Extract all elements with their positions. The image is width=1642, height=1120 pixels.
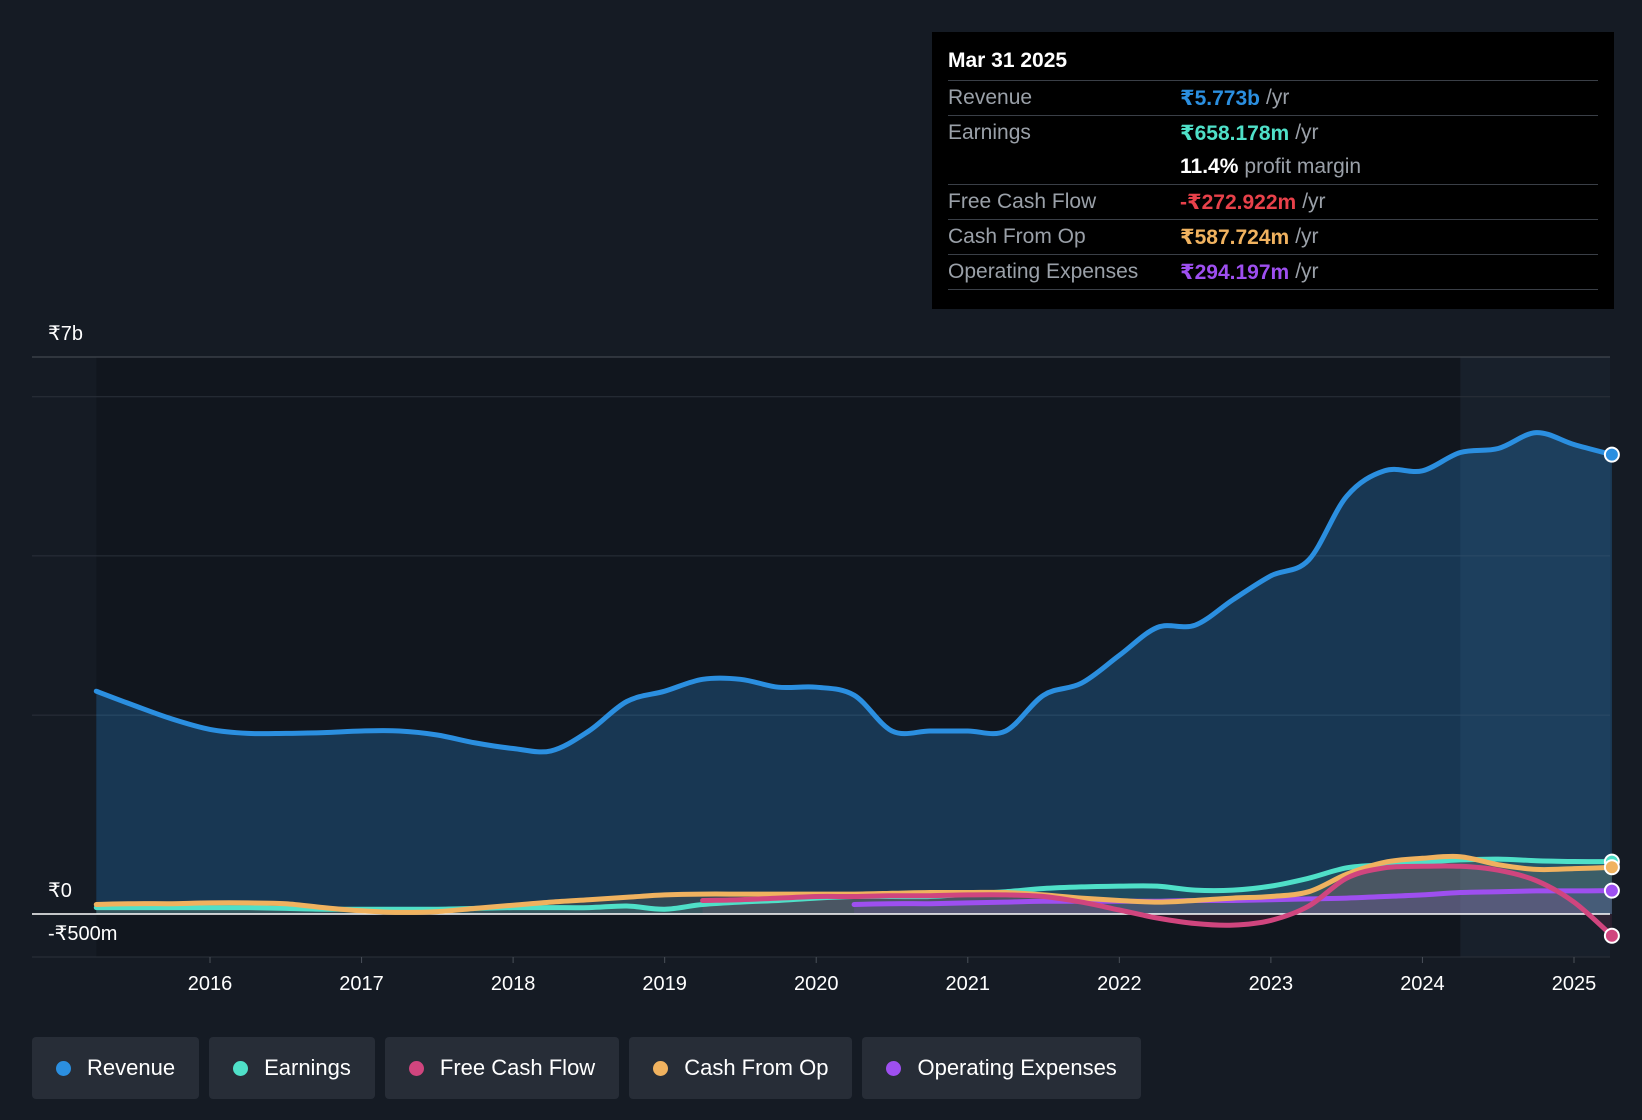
tooltip-row-free-cash-flow: Free Cash Flow -₹272.922m /yr <box>948 185 1598 220</box>
legend-label: Earnings <box>264 1055 351 1080</box>
tooltip-row-earnings: Earnings ₹658.178m /yr <box>948 116 1598 150</box>
x-tick-label: 2016 <box>188 973 233 995</box>
x-tick-label: 2021 <box>946 973 991 995</box>
legend-item-revenue[interactable]: Revenue <box>32 1037 200 1099</box>
revenue-line <box>93 430 1615 755</box>
tooltip-suffix: /yr <box>1295 121 1319 144</box>
y-axis-bottom-label: -₹500m <box>48 923 117 945</box>
legend-dot-icon <box>408 1060 424 1076</box>
x-tick-label: 2019 <box>642 973 687 995</box>
revenue-end-marker <box>1603 446 1620 463</box>
tooltip-value: ₹658.178m <box>1180 121 1290 145</box>
tooltip-label: Cash From Op <box>948 225 1086 248</box>
legend-label: Free Cash Flow <box>439 1055 596 1080</box>
legend-item-cash-from-op[interactable]: Cash From Op <box>629 1037 853 1099</box>
revenue-area <box>96 432 1612 914</box>
x-tick-label: 2023 <box>1249 973 1294 995</box>
tooltip-label: Free Cash Flow <box>948 190 1097 213</box>
y-axis-top-label: ₹7b <box>48 323 83 345</box>
legend-item-operating-expenses[interactable]: Operating Expenses <box>862 1037 1141 1099</box>
tooltip-label: Earnings <box>948 121 1031 144</box>
tooltip-row-cash-from-op: Cash From Op ₹587.724m /yr <box>948 220 1598 255</box>
tooltip-suffix: /yr <box>1295 225 1319 248</box>
x-tick-label: 2025 <box>1552 973 1597 995</box>
cash-from-op-end-marker <box>1603 859 1620 876</box>
tooltip-panel: Mar 31 2025 Revenue ₹5.773b /yr Earnings… <box>932 32 1614 309</box>
tooltip-row-operating-expenses: Operating Expenses ₹294.197m /yr <box>948 255 1598 290</box>
chart-legend: Revenue Earnings Free Cash Flow Cash Fro… <box>32 1037 1141 1099</box>
tooltip-row-profit-margin: 11.4% profit margin <box>948 150 1598 185</box>
x-tick-label: 2024 <box>1400 973 1445 995</box>
y-axis-zero-label: ₹0 <box>48 880 72 902</box>
legend-dot-icon <box>886 1060 902 1076</box>
legend-dot-icon <box>233 1060 249 1076</box>
legend-item-free-cash-flow[interactable]: Free Cash Flow <box>384 1037 620 1099</box>
tooltip-label: Revenue <box>948 86 1033 109</box>
tooltip-date: Mar 31 2025 <box>948 46 1598 81</box>
tooltip-suffix: profit margin <box>1244 155 1362 178</box>
free-cash-flow-area <box>702 865 1612 936</box>
x-tick-label: 2017 <box>339 973 384 995</box>
tooltip-value: 11.4% <box>1180 155 1239 178</box>
x-tick-label: 2020 <box>794 973 839 995</box>
x-tick-label: 2022 <box>1097 973 1142 995</box>
past-region-band <box>96 357 1461 957</box>
legend-dot-icon <box>653 1060 669 1076</box>
tooltip-value: ₹587.724m <box>1180 225 1290 249</box>
tooltip-suffix: /yr <box>1266 86 1290 109</box>
x-tick-label: 2018 <box>491 973 536 995</box>
free-cash-flow-line <box>700 863 1615 939</box>
tooltip-label: Operating Expenses <box>948 260 1139 283</box>
tooltip-suffix: /yr <box>1295 260 1319 283</box>
legend-item-earnings[interactable]: Earnings <box>209 1037 375 1099</box>
tooltip-value: ₹294.197m <box>1180 260 1290 284</box>
tooltip-value: -₹272.922m <box>1180 190 1297 214</box>
legend-label: Operating Expenses <box>917 1055 1117 1080</box>
legend-label: Cash From Op <box>684 1055 829 1080</box>
free-cash-flow-end-marker <box>1603 927 1620 944</box>
tooltip-row-revenue: Revenue ₹5.773b /yr <box>948 81 1598 116</box>
tooltip-value: ₹5.773b <box>1180 86 1260 110</box>
tooltip-suffix: /yr <box>1302 190 1326 213</box>
legend-label: Revenue <box>87 1055 176 1080</box>
operating-expenses-end-marker <box>1603 882 1620 899</box>
legend-dot-icon <box>56 1060 71 1076</box>
